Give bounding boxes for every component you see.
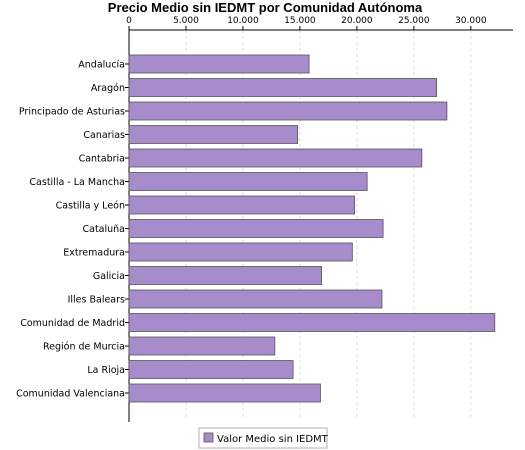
category-label: La Rioja (87, 365, 125, 376)
category-label: Aragón (91, 83, 125, 94)
bar (128, 125, 299, 144)
category-label: Cantabria (79, 154, 125, 165)
category-label: Galicia (93, 271, 125, 282)
bar (128, 313, 496, 332)
category-label: Comunidad Valenciana (16, 389, 125, 400)
category-label: Principado de Asturias (19, 107, 125, 118)
bar (128, 78, 438, 97)
bar (128, 289, 383, 309)
x-tick-label: 10.000 (227, 16, 259, 26)
category-label: Comunidad de Madrid (20, 318, 125, 329)
category-label: Andalucía (78, 60, 125, 71)
x-tick-label: 20.000 (341, 16, 373, 26)
legend-box (198, 427, 328, 449)
x-tick-label: 15.000 (284, 16, 316, 26)
x-tick-label: 30.000 (455, 16, 487, 26)
category-label: Región de Murcia (43, 342, 125, 353)
bar (128, 101, 448, 121)
bar (128, 219, 384, 238)
bars (128, 54, 496, 403)
bar (128, 242, 353, 262)
chart-title: Precio Medio sin IEDMT por Comunidad Aut… (108, 0, 423, 15)
category-label: Extremadura (63, 248, 125, 259)
category-label: Cataluña (82, 224, 125, 235)
category-label: Illes Balears (68, 295, 125, 306)
x-tick-label: 5.000 (173, 16, 199, 26)
x-tick-label: 0 (126, 16, 132, 26)
bar (128, 54, 310, 74)
legend-label: Valor Medio sin IEDMT (217, 434, 329, 445)
category-labels: Andalucía Aragón Principado de Asturias Can… (16, 60, 125, 400)
bar (128, 172, 368, 191)
bar (128, 360, 294, 379)
bar (128, 195, 356, 215)
category-label: Castilla - La Mancha (29, 177, 125, 188)
bar (128, 383, 321, 403)
bar (128, 266, 322, 285)
legend: Valor Medio sin IEDMT (198, 427, 329, 449)
x-tick-label: 25.000 (398, 16, 430, 26)
legend-swatch (203, 432, 214, 443)
category-label: Canarias (83, 130, 125, 141)
bar (128, 148, 423, 168)
bar (128, 336, 276, 356)
category-label: Castilla y León (56, 201, 125, 212)
